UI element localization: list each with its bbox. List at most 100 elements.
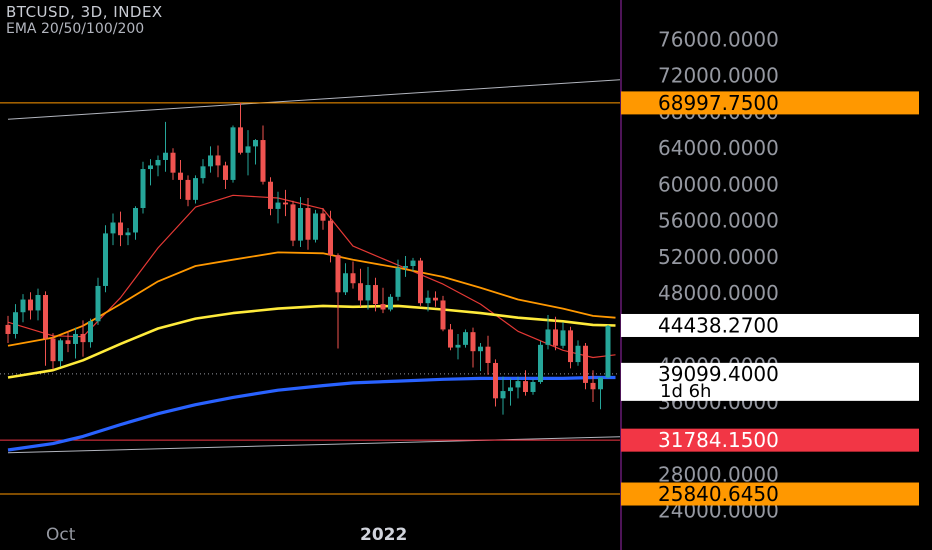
- candle[interactable]: [605, 325, 611, 378]
- candle[interactable]: [350, 273, 356, 284]
- candle[interactable]: [208, 155, 213, 167]
- candle[interactable]: [358, 283, 363, 301]
- countdown-label: 1d 6h: [660, 381, 711, 402]
- candle[interactable]: [170, 152, 176, 173]
- candle[interactable]: [50, 338, 56, 362]
- candle[interactable]: [253, 140, 258, 147]
- price-label-text: 44438.2700: [658, 313, 779, 337]
- candle[interactable]: [553, 329, 558, 346]
- candle[interactable]: [73, 333, 78, 344]
- candle[interactable]: [290, 204, 296, 241]
- candle[interactable]: [545, 329, 551, 345]
- candle[interactable]: [388, 296, 393, 310]
- candle[interactable]: [245, 146, 251, 153]
- ema100-line: [7, 304, 616, 379]
- candle[interactable]: [28, 299, 33, 311]
- candle[interactable]: [283, 202, 288, 205]
- candle[interactable]: [538, 344, 543, 383]
- candle[interactable]: [320, 213, 326, 221]
- price-label-badge-3[interactable]: [621, 428, 919, 452]
- candle[interactable]: [103, 233, 108, 286]
- candle[interactable]: [65, 340, 71, 344]
- indicator-title[interactable]: EMA 20/50/100/200: [6, 21, 145, 37]
- candle[interactable]: [200, 166, 206, 179]
- candle[interactable]: [230, 127, 236, 180]
- candle[interactable]: [148, 165, 153, 170]
- candle[interactable]: [530, 382, 536, 392]
- candle[interactable]: [5, 324, 11, 334]
- candle[interactable]: [88, 321, 93, 343]
- trendline-0[interactable]: [7, 79, 621, 120]
- candle[interactable]: [305, 208, 311, 240]
- candle[interactable]: [58, 340, 63, 362]
- candle[interactable]: [328, 220, 333, 256]
- y-tick-label: 48000.0000: [658, 281, 779, 305]
- candle[interactable]: [125, 232, 131, 236]
- candle[interactable]: [523, 381, 528, 392]
- candle[interactable]: [598, 377, 603, 390]
- candle[interactable]: [403, 266, 408, 268]
- candle[interactable]: [583, 345, 588, 383]
- candle[interactable]: [298, 208, 303, 241]
- candle[interactable]: [395, 267, 401, 297]
- candle[interactable]: [20, 299, 26, 313]
- price-label-badge-2[interactable]: [621, 362, 919, 401]
- price-label-badge-1[interactable]: [621, 313, 919, 337]
- price-label-text: 25840.6450: [658, 482, 779, 506]
- candle[interactable]: [568, 330, 573, 363]
- candle[interactable]: [133, 208, 138, 233]
- candle[interactable]: [163, 152, 168, 160]
- candle[interactable]: [410, 260, 416, 267]
- candle[interactable]: [590, 382, 596, 390]
- candle[interactable]: [365, 285, 371, 301]
- candle[interactable]: [238, 127, 243, 153]
- candle[interactable]: [500, 391, 506, 399]
- candle[interactable]: [508, 387, 513, 392]
- candle[interactable]: [380, 304, 386, 310]
- candle[interactable]: [95, 285, 101, 322]
- candle[interactable]: [478, 346, 483, 352]
- candle[interactable]: [260, 140, 266, 182]
- candle[interactable]: [373, 285, 378, 305]
- y-tick-label: 64000.0000: [658, 136, 779, 160]
- candle[interactable]: [110, 222, 116, 234]
- trendline-1[interactable]: [7, 436, 621, 454]
- candle[interactable]: [178, 172, 183, 180]
- candle[interactable]: [193, 178, 198, 200]
- candle[interactable]: [455, 344, 461, 348]
- x-tick-label: 2022: [360, 525, 407, 545]
- candle[interactable]: [80, 333, 86, 343]
- price-label-badge-4[interactable]: [621, 482, 919, 506]
- y-tick-label: 52000.0000: [658, 245, 779, 269]
- candle[interactable]: [440, 300, 446, 330]
- symbol-title[interactable]: BTCUSD, 3D, INDEX: [6, 3, 163, 21]
- candle[interactable]: [433, 297, 438, 301]
- candle[interactable]: [343, 273, 348, 293]
- candle[interactable]: [335, 255, 341, 293]
- price-label-badge-0[interactable]: [621, 91, 919, 115]
- candle[interactable]: [575, 345, 581, 363]
- candle[interactable]: [118, 222, 123, 236]
- candle[interactable]: [515, 381, 521, 388]
- candle[interactable]: [43, 295, 48, 339]
- candle[interactable]: [140, 169, 146, 209]
- candle[interactable]: [463, 332, 468, 345]
- candle[interactable]: [275, 202, 281, 209]
- candle[interactable]: [493, 362, 498, 399]
- candle[interactable]: [485, 346, 491, 363]
- candle[interactable]: [425, 297, 431, 304]
- candle[interactable]: [223, 165, 228, 180]
- candle[interactable]: [448, 329, 453, 348]
- candle[interactable]: [35, 295, 41, 311]
- candle[interactable]: [268, 181, 273, 209]
- candle[interactable]: [185, 179, 191, 200]
- candle[interactable]: [470, 332, 476, 352]
- candle[interactable]: [215, 155, 221, 166]
- price-label-text: 68997.7500: [658, 91, 779, 115]
- candle[interactable]: [13, 312, 18, 334]
- candle[interactable]: [560, 330, 566, 346]
- candle[interactable]: [155, 159, 161, 166]
- candle[interactable]: [418, 260, 423, 304]
- candle[interactable]: [313, 213, 318, 240]
